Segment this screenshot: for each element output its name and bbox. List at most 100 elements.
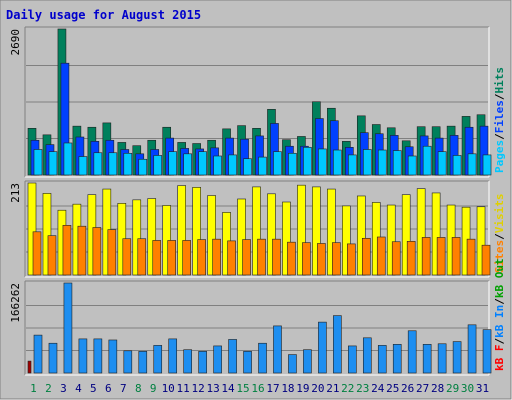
- bar-kb-in-day-5: [93, 338, 103, 374]
- bar-pages-day-12: [198, 151, 207, 176]
- bar-kb-in-day-8: [138, 351, 148, 374]
- bar-kb-in-day-18: [288, 354, 297, 374]
- bar-kb-f-day-1: [27, 360, 32, 374]
- bar-visits-day-20: [312, 186, 321, 276]
- bar-visits-day-31: [476, 206, 486, 276]
- bar-sites-day-13: [212, 238, 221, 276]
- bar-sites-day-30: [466, 238, 476, 276]
- bar-visits-day-26: [401, 194, 411, 276]
- bar-visits-day-28: [431, 192, 441, 276]
- bar-visits-day-8: [132, 199, 142, 276]
- x-tick-label: 29: [446, 382, 459, 395]
- y-max-label: 213: [9, 183, 22, 203]
- bar-kb-in-day-19: [303, 349, 312, 374]
- x-tick-label: 3: [60, 382, 67, 395]
- bar-pages-day-10: [168, 151, 178, 176]
- series-visits: [27, 182, 486, 276]
- y-max-label: 166262: [9, 283, 22, 323]
- bar-sites-day-24: [376, 236, 386, 276]
- x-tick-label: 22: [341, 382, 354, 395]
- x-tick-label: 28: [431, 382, 444, 395]
- bar-kb-in-day-29: [452, 341, 462, 374]
- bar-sites-day-16: [257, 238, 266, 276]
- legend-entry: Visits: [493, 194, 506, 234]
- bar-sites-day-1: [32, 231, 42, 276]
- x-tick-label: 7: [120, 382, 127, 395]
- bar-pages-day-6: [108, 152, 118, 176]
- x-tick-label: 6: [105, 382, 112, 395]
- legend-entry: /: [493, 93, 506, 100]
- bar-pages-day-8: [138, 158, 148, 176]
- bar-kb-in-day-27: [422, 344, 432, 374]
- y-max-label: 2690: [9, 29, 22, 56]
- bar-visits-day-9: [147, 198, 157, 276]
- bar-kb-in-day-16: [258, 342, 267, 374]
- bar-pages-day-30: [467, 153, 477, 176]
- bar-sites-day-29: [451, 237, 461, 276]
- x-tick-label: 13: [206, 382, 219, 395]
- bar-visits-day-21: [327, 188, 336, 276]
- bar-visits-day-13: [207, 195, 216, 276]
- bar-sites-day-20: [317, 243, 326, 276]
- x-tick-label: 4: [75, 382, 82, 395]
- bar-kb-in-day-26: [407, 330, 417, 374]
- bar-visits-day-15: [237, 198, 246, 276]
- bar-kb-in-day-13: [213, 345, 222, 374]
- x-tick-label: 14: [221, 382, 235, 395]
- x-tick-label: 10: [162, 382, 175, 395]
- bar-sites-day-26: [406, 241, 416, 276]
- bar-pages-day-21: [333, 149, 342, 176]
- x-tick-label: 21: [326, 382, 339, 395]
- x-tick-label: 30: [461, 382, 474, 395]
- bar-sites-day-11: [182, 240, 191, 276]
- bar-visits-day-12: [192, 187, 201, 276]
- bar-pages-day-24: [377, 149, 387, 176]
- bar-sites-day-14: [227, 240, 236, 276]
- bar-kb-in-day-23: [362, 337, 372, 374]
- panel-visits-sites: 213 Sites/Visits: [9, 180, 506, 278]
- bar-sites-day-18: [287, 241, 296, 276]
- bar-sites-day-12: [197, 239, 206, 276]
- chart-title: Daily usage for August 2015: [6, 8, 201, 22]
- bar-kb-in-day-12: [198, 351, 207, 374]
- bar-pages-day-17: [273, 151, 282, 176]
- bar-visits-day-1: [27, 182, 37, 276]
- bar-kb-in-day-10: [168, 338, 178, 374]
- bar-sites-day-22: [347, 243, 356, 276]
- bar-sites-day-10: [167, 240, 177, 276]
- bar-pages-day-11: [183, 153, 192, 176]
- x-tick-label: 18: [281, 382, 294, 395]
- x-tick-label: 16: [251, 382, 264, 395]
- bar-sites-day-23: [361, 237, 371, 276]
- bar-sites-day-17: [272, 238, 281, 276]
- bar-pages-day-28: [437, 151, 447, 176]
- bar-pages-day-20: [318, 148, 327, 176]
- bar-pages-day-23: [362, 149, 372, 176]
- panel-kbytes: 166262 kB F/kB In/kB Out: [9, 258, 506, 376]
- bar-visits-day-17: [267, 193, 276, 276]
- bar-kb-in-day-7: [123, 350, 133, 374]
- legend-entry: Hits: [493, 67, 506, 94]
- x-tick-label: 20: [311, 382, 324, 395]
- bar-pages-day-29: [452, 155, 462, 176]
- bar-pages-day-25: [392, 150, 402, 176]
- legend: kB F/kB In/kB Out: [493, 258, 506, 371]
- series-kb-f: [27, 360, 32, 374]
- bar-pages-day-1: [33, 149, 43, 176]
- bar-kb-in-day-14: [228, 339, 237, 374]
- legend-entry: Sites: [493, 240, 506, 273]
- legend: Pages/Files/Hits: [493, 67, 506, 173]
- bar-kb-in-day-22: [348, 345, 357, 374]
- bar-sites-day-27: [421, 237, 431, 276]
- series-pages: [33, 142, 492, 176]
- bar-pages-day-22: [348, 154, 357, 176]
- x-tick-label: 2: [45, 382, 52, 395]
- bar-visits-day-16: [252, 186, 261, 276]
- bar-sites-day-15: [242, 239, 251, 276]
- x-tick-label: 25: [386, 382, 399, 395]
- bar-kb-in-day-17: [273, 325, 282, 374]
- legend: Sites/Visits: [493, 194, 506, 274]
- bar-pages-day-31: [482, 154, 492, 176]
- bar-kb-in-day-6: [108, 339, 118, 374]
